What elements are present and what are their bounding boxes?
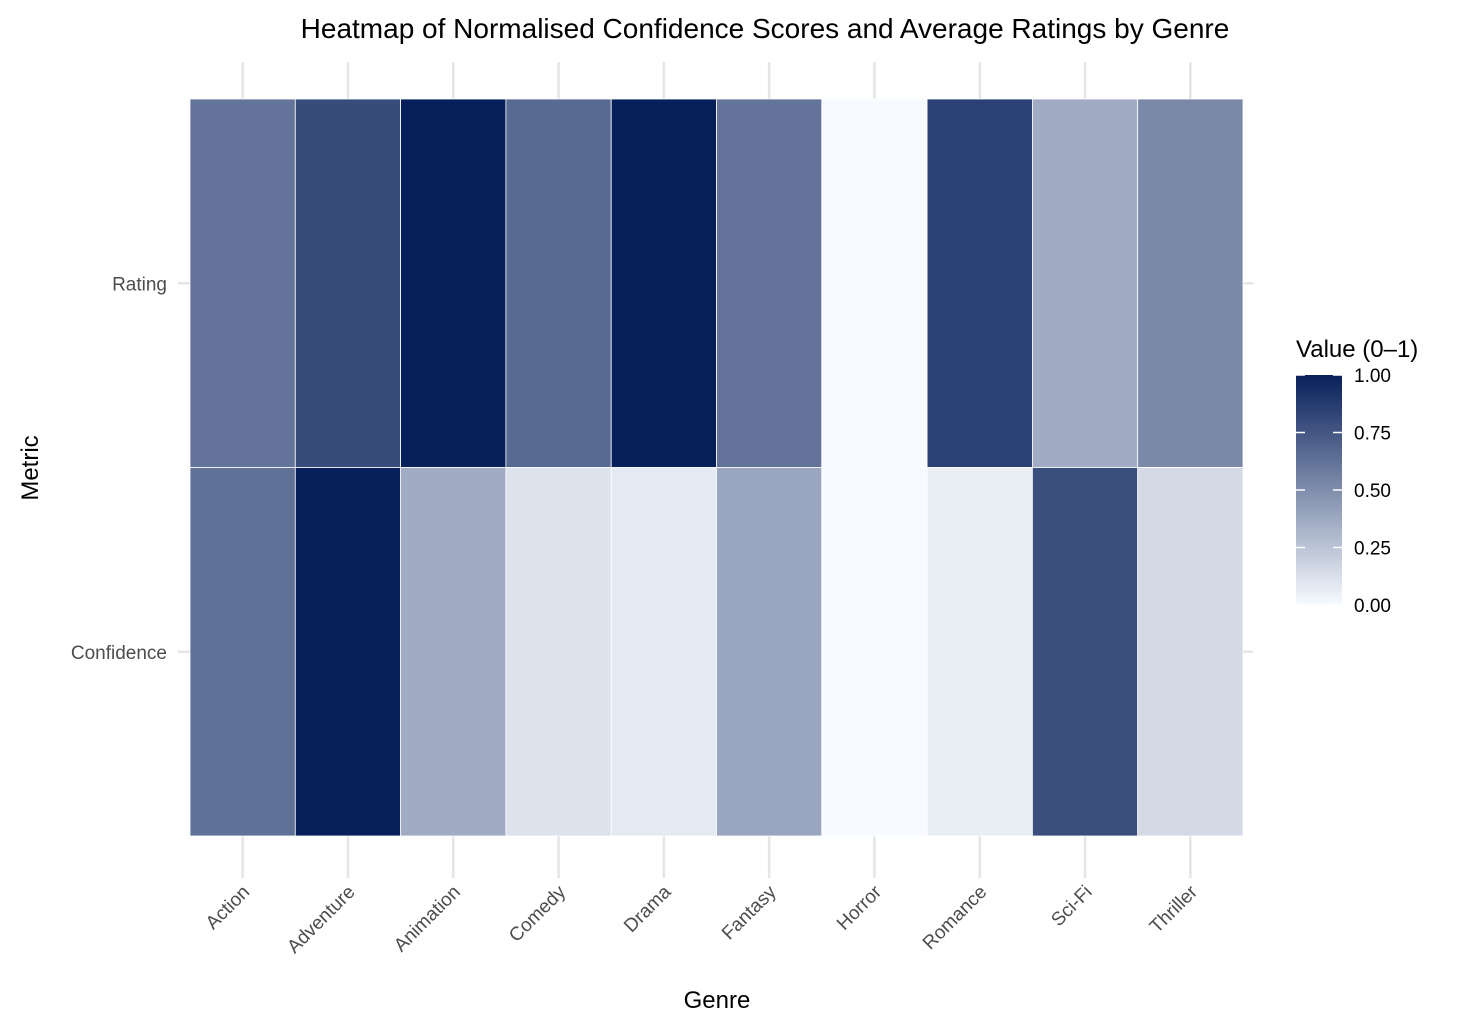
heatmap-cell [926, 467, 1033, 837]
legend-title: Value (0–1) [1296, 336, 1418, 363]
chart-title: Heatmap of Normalised Confidence Scores … [301, 13, 1230, 44]
color-legend: Value (0–1) 0.00 0.25 0.50 0.75 1.00 [1296, 336, 1418, 617]
heatmap-cell [610, 467, 717, 837]
heatmap-cell [505, 467, 612, 837]
heatmap-cell [505, 98, 612, 468]
heatmap-cell [821, 98, 928, 468]
y-axis-label: Metric [17, 435, 44, 500]
legend-tick-label: 0.75 [1354, 424, 1391, 445]
y-tick-label: Confidence [71, 643, 167, 664]
heatmap-cell [294, 98, 401, 468]
heatmap-cell [1032, 98, 1139, 468]
heatmap-cell [294, 467, 401, 837]
heatmap-cell [1137, 467, 1244, 837]
heatmap-cell [1137, 98, 1244, 468]
heatmap-cell [189, 98, 296, 468]
heatmap-cell [400, 467, 507, 837]
y-tick-labels: Rating Confidence [71, 274, 167, 664]
y-tick-label: Rating [112, 274, 167, 295]
x-axis-label: Genre [684, 987, 751, 1014]
heatmap-cell [926, 98, 1033, 468]
heatmap-cell [400, 98, 507, 468]
heatmap-cells [189, 98, 1244, 837]
heatmap-cell [821, 467, 928, 837]
legend-tick-label: 0.25 [1354, 539, 1391, 560]
legend-tick-label: 1.00 [1354, 366, 1391, 387]
heatmap-cell [1032, 467, 1139, 837]
heatmap-cell [716, 98, 823, 468]
heatmap-cell [189, 467, 296, 837]
legend-tick-label: 0.00 [1354, 596, 1391, 617]
heatmap-cell [610, 98, 717, 468]
legend-tick-label: 0.50 [1354, 481, 1391, 502]
heatmap-cell [716, 467, 823, 837]
